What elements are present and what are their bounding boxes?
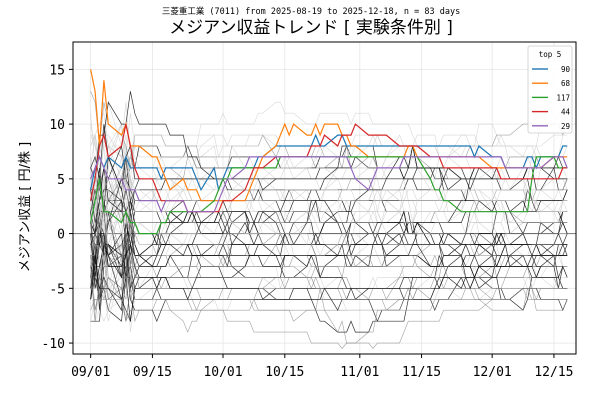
top-series — [90, 69, 568, 235]
chart-title: メジアン収益トレンド [ 実験条件別 ] — [169, 18, 453, 38]
x-tick-label: 12/15 — [534, 365, 573, 380]
y-tick-label: 5 — [57, 173, 65, 188]
series-line-29 — [90, 155, 568, 214]
x-tick-label: 09/15 — [133, 365, 172, 380]
legend-title: top 5 — [539, 50, 562, 59]
legend-label-90: 90 — [561, 65, 571, 74]
y-tick-label: 10 — [49, 118, 65, 133]
x-tick-label: 09/01 — [71, 365, 110, 380]
y-tick-label: -5 — [49, 282, 65, 297]
legend-label-44: 44 — [561, 108, 571, 117]
x-tick-label: 10/15 — [265, 365, 304, 380]
legend-box — [527, 45, 573, 134]
legend-label-29: 29 — [561, 122, 570, 131]
background-series-line — [90, 233, 568, 349]
legend: top 5 90 68 117 44 29 — [527, 45, 573, 134]
background-series — [90, 91, 568, 349]
x-tick-label: 11/01 — [340, 365, 379, 380]
background-series-line — [90, 233, 568, 301]
x-tick-label: 12/01 — [473, 365, 512, 380]
background-series-line — [90, 221, 568, 267]
background-series-line — [90, 211, 568, 312]
y-tick-label: 0 — [57, 228, 65, 243]
plot-frame — [72, 41, 577, 355]
chart-subtitle: 三菱重工業 (7011) from 2025-08-19 to 2025-12-… — [162, 6, 460, 17]
y-tick-label: 15 — [49, 63, 65, 78]
legend-label-117: 117 — [556, 93, 570, 102]
y-tick-label: -10 — [42, 337, 65, 352]
y-axis-label: メジアン収益 [ 円/株 ] — [18, 142, 33, 272]
x-tick-label: 10/01 — [203, 365, 242, 380]
x-tick-label: 11/15 — [402, 365, 441, 380]
plot-area — [73, 42, 576, 354]
legend-label-68: 68 — [561, 79, 571, 88]
background-series-line — [90, 255, 568, 311]
y-axis: 15 10 5 0 -5 -10 — [42, 63, 73, 352]
x-axis: 09/01 09/15 10/01 10/15 11/01 11/15 12/01 12/15 — [71, 354, 574, 380]
